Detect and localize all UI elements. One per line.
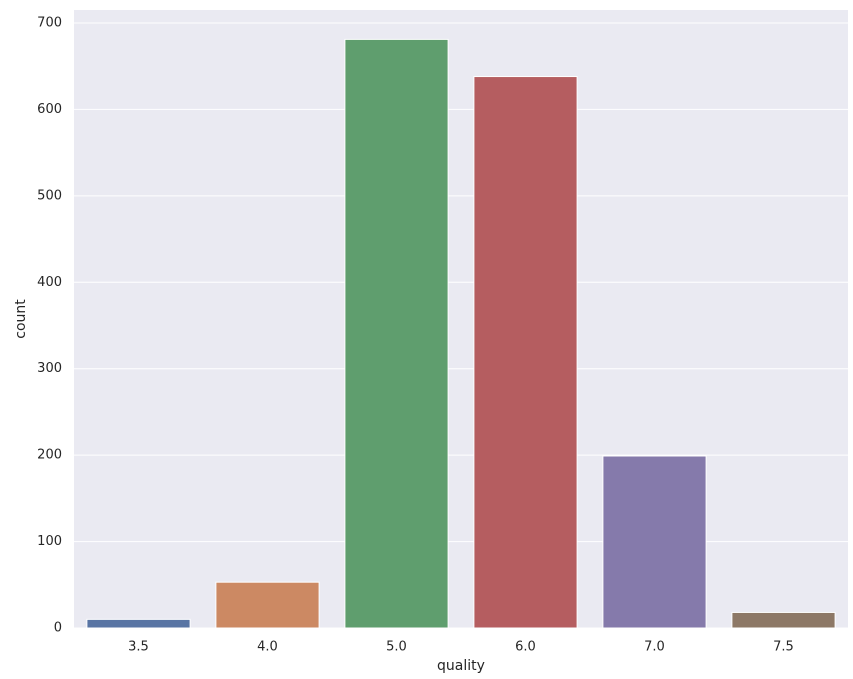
x-tick-label: 3.5 xyxy=(128,640,149,655)
y-tick-label: 700 xyxy=(37,15,62,30)
y-tick-label: 100 xyxy=(37,534,62,549)
bar xyxy=(731,611,836,629)
x-tick-label: 6.0 xyxy=(515,640,536,655)
y-tick-label: 300 xyxy=(37,361,62,376)
plot-background xyxy=(74,10,848,628)
y-axis-label: count xyxy=(13,299,29,339)
y-tick-label: 200 xyxy=(37,448,62,463)
x-tick-label: 5.0 xyxy=(386,640,407,655)
bar xyxy=(86,618,191,629)
y-tick-label: 600 xyxy=(37,102,62,117)
y-tick-label: 500 xyxy=(37,188,62,203)
bar xyxy=(473,76,578,629)
y-tick-label: 400 xyxy=(37,275,62,290)
bar xyxy=(344,38,449,629)
bar xyxy=(215,581,320,629)
x-axis-label: quality xyxy=(437,658,485,674)
x-tick-label: 7.0 xyxy=(644,640,665,655)
x-tick-label: 7.5 xyxy=(773,640,794,655)
bar xyxy=(602,455,707,629)
y-tick-label: 0 xyxy=(54,621,62,636)
x-tick-label: 4.0 xyxy=(257,640,278,655)
